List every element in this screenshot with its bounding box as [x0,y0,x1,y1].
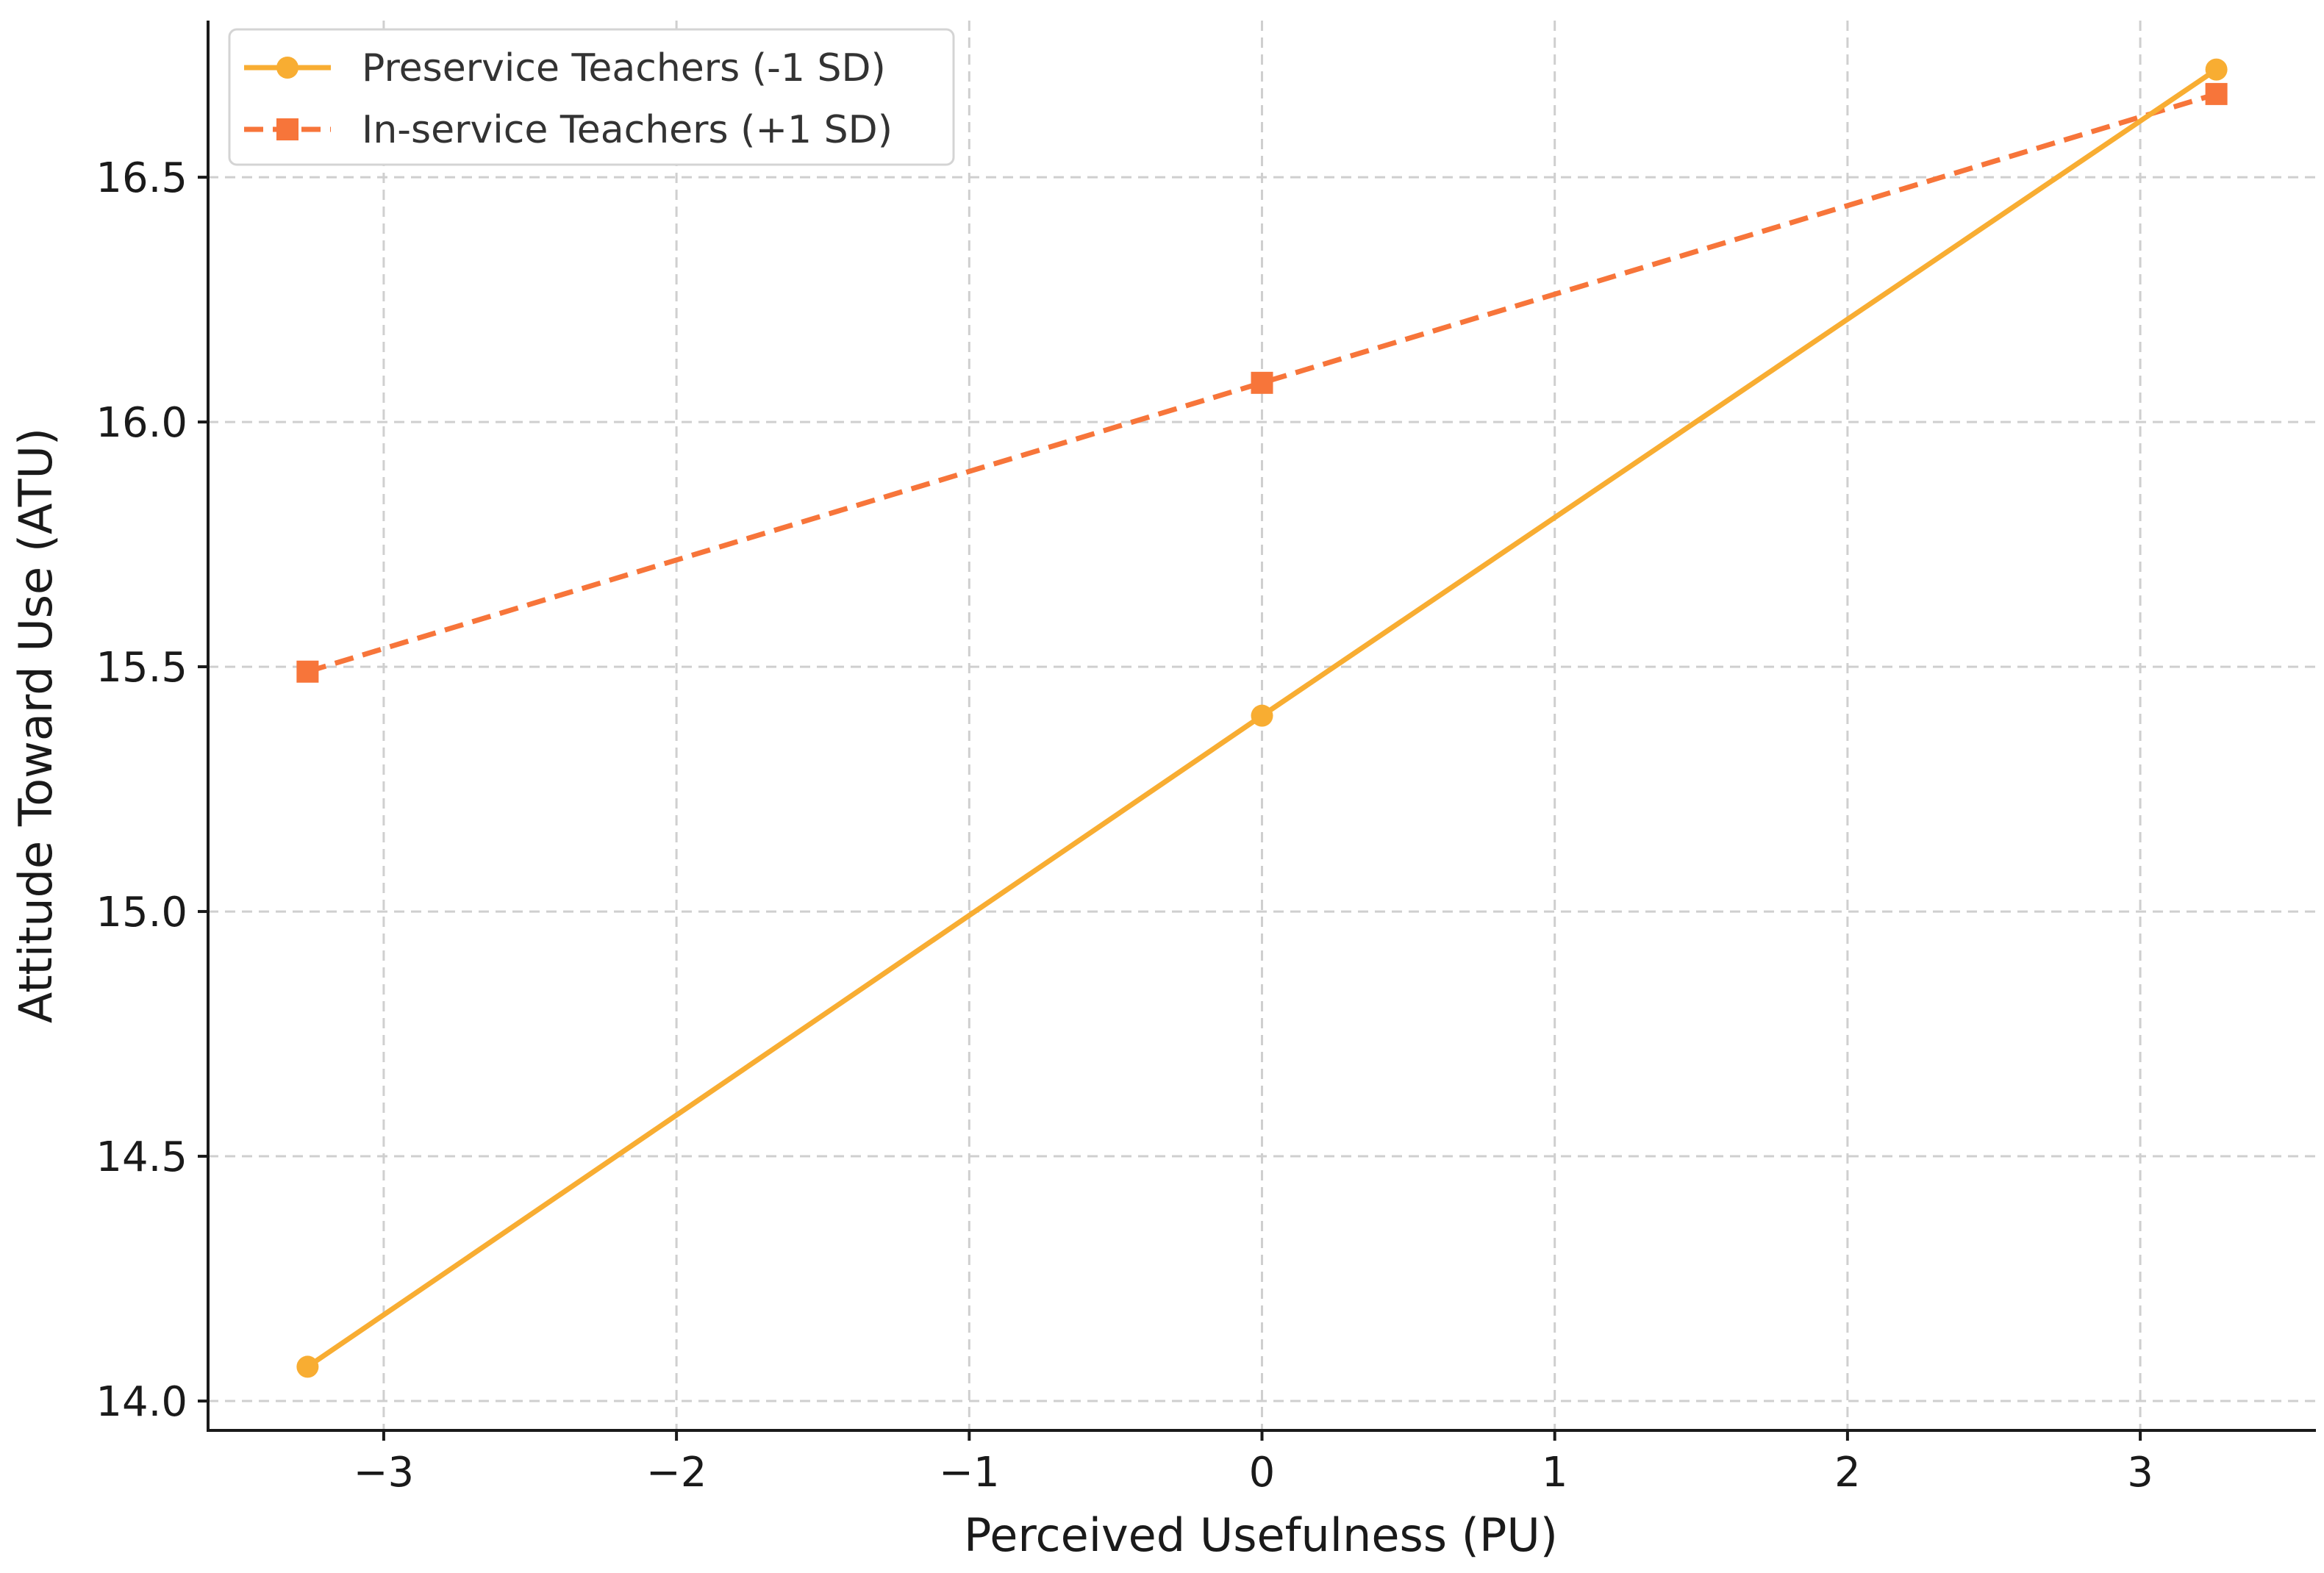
x-tick-label: 1 [1542,1449,1568,1497]
x-axis-title: Perceived Usefulness (PU) [964,1508,1558,1562]
data-point [296,660,319,683]
data-point [1251,371,1273,394]
legend-marker [276,57,298,79]
x-tick-label: 0 [1249,1449,1276,1497]
x-ticks: −3 −2 −1 0 1 2 3 [354,1430,2153,1497]
data-point [2205,82,2228,105]
x-tick-label: −3 [354,1449,415,1497]
data-point [2205,58,2228,81]
grid-layer [208,21,2316,1430]
legend: Preservice Teachers (-1 SD) In-service Te… [228,28,955,166]
x-tick-label: −1 [939,1449,1000,1497]
y-tick-label: 15.5 [96,644,187,692]
legend-item-1: Preservice Teachers (-1 SD) [244,46,886,90]
series-1 [296,58,2228,1378]
legend-label: In-service Teachers (+1 SD) [362,108,893,152]
data-point [1251,704,1273,727]
data-point [296,1355,319,1378]
x-tick-label: 2 [1834,1449,1861,1497]
y-tick-label: 14.5 [96,1133,187,1181]
y-ticks: 14.0 14.5 15.0 15.5 16.0 16.5 [96,154,208,1426]
legend-item-2: In-service Teachers (+1 SD) [244,108,893,152]
x-tick-label: −2 [646,1449,707,1497]
x-tick-label: 3 [2127,1449,2153,1497]
y-tick-label: 16.0 [96,399,187,447]
y-tick-label: 14.0 [96,1378,187,1426]
series-line [307,91,2217,675]
series-2 [296,82,2228,683]
y-tick-label: 16.5 [96,154,187,202]
y-axis-title: Attitude Toward Use (ATU) [9,428,62,1023]
legend-frame [228,28,955,166]
y-tick-label: 15.0 [96,889,187,936]
series-layer [296,58,2228,1378]
legend-marker [276,118,298,140]
legend-label: Preservice Teachers (-1 SD) [362,46,886,90]
